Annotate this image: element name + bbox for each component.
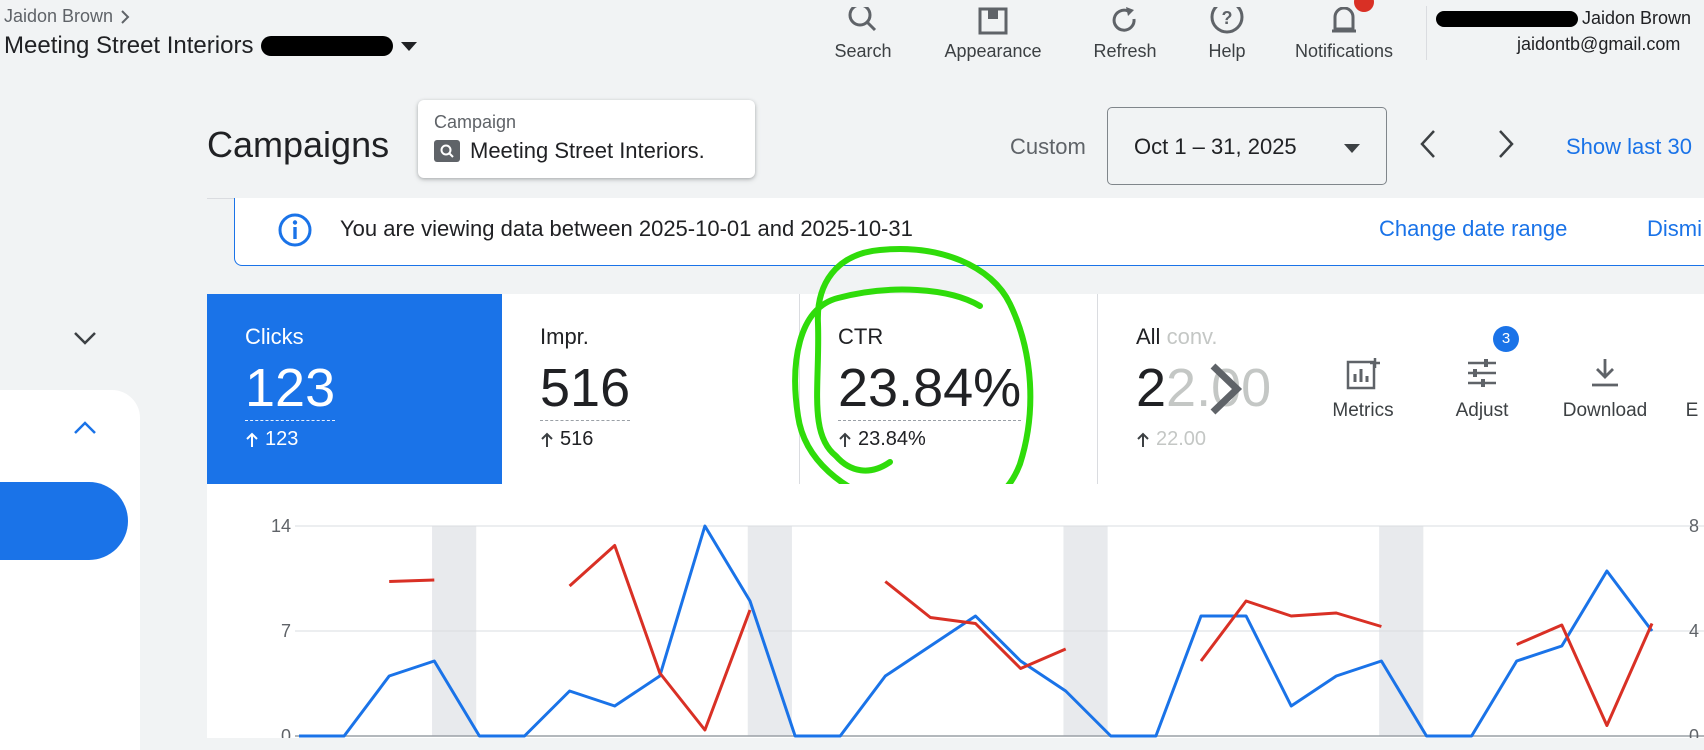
metric-delta: 516 xyxy=(560,428,594,450)
redaction xyxy=(261,36,394,56)
refresh-label: Refresh xyxy=(1093,41,1157,61)
y-tick-label-left: 14 xyxy=(271,516,291,536)
download-label: Download xyxy=(1562,400,1648,421)
date-mode-label: Custom xyxy=(1010,134,1086,159)
metric-label: CTR xyxy=(838,324,884,349)
metrics-button[interactable]: Metrics xyxy=(1308,356,1418,422)
annotation-circle xyxy=(792,246,1034,516)
arrow-up-icon xyxy=(839,432,851,447)
sidebar-selected-item[interactable] xyxy=(0,482,128,560)
previous-period-icon[interactable] xyxy=(1418,128,1438,160)
help-label: Help xyxy=(1208,41,1246,61)
account-selector[interactable]: Meeting Street Interiors xyxy=(4,32,418,60)
scroll-right-icon[interactable] xyxy=(1207,362,1243,416)
notifications-button[interactable]: Notifications xyxy=(1282,0,1406,62)
metrics-icon xyxy=(1346,358,1380,390)
show-last-30-link[interactable]: Show last 30 xyxy=(1566,134,1692,159)
chevron-right-icon xyxy=(121,9,130,24)
y-tick-label-right: 0 xyxy=(1689,726,1699,738)
metric-cards: Clicks 123 123 Impr. 516 516 CTR 23.84% … xyxy=(207,294,1704,485)
campaign-name: Meeting Street Interiors. xyxy=(470,138,705,163)
header-divider xyxy=(1426,6,1427,60)
series-line-1 xyxy=(299,524,1654,738)
metric-card-clicks[interactable]: Clicks 123 123 xyxy=(207,294,502,484)
breadcrumb-account[interactable]: Jaidon Brown xyxy=(4,6,114,26)
expand-button[interactable]: E xyxy=(1637,356,1704,422)
user-email: jaidontb@gmail.com xyxy=(1517,34,1681,54)
chevron-up-icon[interactable] xyxy=(72,420,98,436)
metrics-label: Metrics xyxy=(1332,400,1394,421)
caret-down-icon xyxy=(401,41,418,51)
arrow-up-icon xyxy=(246,432,258,447)
adjust-count-badge: 3 xyxy=(1493,326,1519,352)
appearance-button[interactable]: Appearance xyxy=(928,0,1058,62)
download-button[interactable]: Download xyxy=(1550,356,1660,422)
breadcrumb[interactable]: Jaidon Brown xyxy=(4,6,131,27)
side-panel xyxy=(0,390,140,750)
banner-text: You are viewing data between 2025-10-01 … xyxy=(340,216,913,241)
page-title: Campaigns xyxy=(207,124,390,165)
metric-delta: 23.84% xyxy=(858,428,926,450)
expand-label: E xyxy=(1685,400,1699,421)
adjust-button[interactable]: 3 Adjust xyxy=(1427,326,1537,422)
campaign-selector[interactable]: Campaign Meeting Street Interiors. xyxy=(418,100,755,178)
y-tick-label-left: 0 xyxy=(281,726,291,738)
y-tick-label-left: 7 xyxy=(281,621,291,641)
chevron-down-icon[interactable] xyxy=(72,330,98,346)
metric-card-all-conversions[interactable]: All conv. 22.00 22.00 xyxy=(1098,294,1298,484)
metric-value: 23.84% xyxy=(838,358,1022,421)
y-tick-label-right: 4 xyxy=(1689,621,1699,641)
metric-value: 2 xyxy=(1136,358,1167,418)
appearance-label: Appearance xyxy=(944,41,1042,61)
campaign-label: Campaign xyxy=(434,112,517,132)
help-button[interactable]: ? Help xyxy=(1182,0,1272,62)
redaction xyxy=(1436,10,1578,27)
notifications-label: Notifications xyxy=(1294,41,1394,61)
metric-label: Clicks xyxy=(245,324,304,349)
appearance-icon xyxy=(978,7,1008,35)
chart-svg: 14 8 7 4 0 0 xyxy=(271,516,1704,746)
help-icon: ? xyxy=(1210,7,1244,34)
metric-delta: 123 xyxy=(265,428,299,450)
account-menu[interactable]: Jaidon Brown xyxy=(1436,8,1691,29)
refresh-icon xyxy=(1112,7,1136,32)
expand-icon xyxy=(1674,356,1704,390)
date-range-picker[interactable]: Oct 1 – 31, 2025 xyxy=(1107,107,1387,185)
account-title: Meeting Street Interiors xyxy=(4,32,254,59)
bell-icon xyxy=(1332,7,1356,33)
info-banner: You are viewing data between 2025-10-01 … xyxy=(234,198,1704,266)
info-icon xyxy=(278,213,312,247)
search-label: Search xyxy=(834,41,892,61)
arrow-up-icon xyxy=(541,432,553,447)
change-date-range-link[interactable]: Change date range xyxy=(1379,216,1568,241)
tune-icon xyxy=(1468,359,1496,387)
refresh-button[interactable]: Refresh xyxy=(1080,0,1170,62)
performance-chart: 14 8 7 4 0 0 xyxy=(207,484,1704,746)
metric-label: Impr. xyxy=(540,324,589,349)
adjust-label: Adjust xyxy=(1455,400,1509,421)
date-range-value: Oct 1 – 31, 2025 xyxy=(1134,134,1297,159)
metric-value: 516 xyxy=(540,358,631,421)
metric-value: 123 xyxy=(245,358,336,421)
metric-card-impressions[interactable]: Impr. 516 516 xyxy=(502,294,800,484)
arrow-up-icon xyxy=(1137,432,1149,447)
user-name: Jaidon Brown xyxy=(1582,8,1692,28)
metric-label: All xyxy=(1136,324,1161,349)
metric-delta: 22.00 xyxy=(1156,428,1207,450)
y-tick-label-right: 8 xyxy=(1689,516,1699,536)
next-period-icon[interactable] xyxy=(1496,128,1516,160)
dismiss-link[interactable]: Dismi xyxy=(1647,216,1702,241)
search-icon xyxy=(848,7,877,32)
svg-text:?: ? xyxy=(1222,8,1233,28)
series-line-2 xyxy=(389,544,1654,732)
download-icon xyxy=(1592,359,1618,387)
caret-down-icon xyxy=(1344,144,1360,153)
search-campaign-icon xyxy=(434,140,460,162)
search-button[interactable]: Search xyxy=(818,0,908,62)
metric-label-faded: conv. xyxy=(1166,324,1218,349)
notification-badge xyxy=(1354,0,1374,12)
metric-card-ctr[interactable]: CTR 23.84% 23.84% xyxy=(800,294,1098,484)
